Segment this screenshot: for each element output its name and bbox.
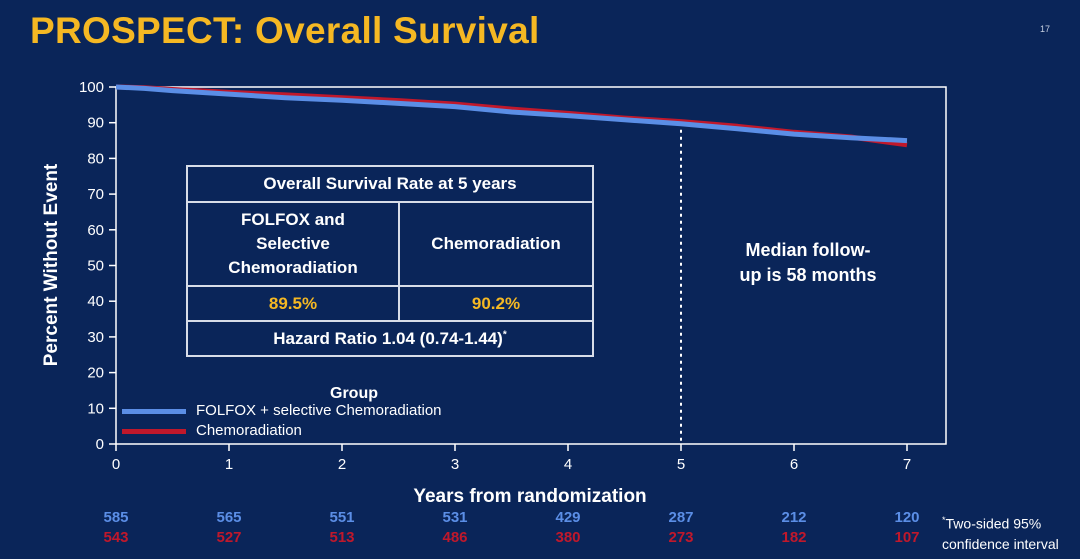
survival-rate-table: Overall Survival Rate at 5 years FOLFOX … bbox=[186, 165, 594, 357]
footnote: *Two-sided 95% confidence interval bbox=[942, 510, 1059, 554]
legend-swatch-chemoradiation bbox=[122, 428, 186, 434]
at-risk-count: 287 bbox=[668, 509, 694, 526]
y-tick-label: 20 bbox=[87, 365, 104, 382]
y-tick-label: 60 bbox=[87, 222, 104, 239]
median-followup-line: up is 58 months bbox=[739, 265, 877, 285]
slide-title: PROSPECT: Overall Survival bbox=[30, 10, 540, 51]
x-tick-label: 2 bbox=[338, 456, 346, 473]
x-tick-label: 4 bbox=[564, 456, 572, 473]
y-tick-label: 90 bbox=[87, 115, 104, 132]
at-risk-count: 120 bbox=[894, 509, 920, 526]
arm2-label: Chemoradiation bbox=[398, 201, 594, 287]
y-tick-label: 30 bbox=[87, 329, 104, 346]
arm2-rate: 90.2% bbox=[398, 285, 594, 322]
series-line-folfox bbox=[115, 84, 908, 144]
arm1-label-line: FOLFOX and bbox=[241, 210, 345, 229]
at-risk-count: 380 bbox=[555, 529, 581, 546]
slide-number: 17 bbox=[1040, 24, 1051, 34]
at-risk-count: 565 bbox=[216, 509, 242, 526]
y-tick-label: 100 bbox=[79, 79, 104, 96]
x-tick-label: 6 bbox=[790, 456, 798, 473]
at-risk-count: 212 bbox=[781, 509, 807, 526]
y-tick-label: 50 bbox=[87, 258, 104, 275]
at-risk-count: 182 bbox=[781, 529, 807, 546]
legend-label-chemoradiation: Chemoradiation bbox=[196, 422, 302, 439]
legend-swatch-folfox bbox=[122, 408, 186, 414]
y-tick-label: 0 bbox=[96, 436, 104, 453]
median-followup-note: Median follow- up is 58 months bbox=[708, 238, 908, 288]
at-risk-count: 585 bbox=[103, 509, 129, 526]
y-axis-label: Percent Without Event bbox=[41, 163, 62, 367]
hazard-ratio: Hazard Ratio 1.04 (0.74-1.44) bbox=[273, 328, 503, 348]
y-tick-label: 40 bbox=[87, 293, 104, 310]
x-tick-label: 0 bbox=[112, 456, 120, 473]
at-risk-row-chemoradiation: 543 527 513 486 380 273 182 107 bbox=[0, 529, 1080, 547]
at-risk-count: 531 bbox=[442, 509, 468, 526]
footnote-line: *Two-sided 95% bbox=[942, 510, 1059, 534]
x-axis-label: Years from randomization bbox=[413, 486, 647, 507]
legend-label-folfox: FOLFOX + selective Chemoradiation bbox=[196, 402, 442, 419]
median-followup-line: Median follow- bbox=[745, 240, 871, 260]
at-risk-count: 273 bbox=[668, 529, 694, 546]
x-tick-label: 3 bbox=[451, 456, 459, 473]
hazard-ratio-cell: Hazard Ratio 1.04 (0.74-1.44)* bbox=[186, 320, 594, 357]
arm1-label-line: Chemoradiation bbox=[228, 258, 358, 277]
at-risk-count: 429 bbox=[555, 509, 581, 526]
y-tick-label: 80 bbox=[87, 150, 104, 167]
arm1-rate: 89.5% bbox=[186, 285, 400, 322]
at-risk-count: 513 bbox=[329, 529, 355, 546]
table-header: Overall Survival Rate at 5 years bbox=[186, 165, 594, 203]
footnote-mark: * bbox=[942, 515, 946, 525]
legend-item-chemoradiation: Chemoradiation bbox=[122, 422, 302, 439]
x-tick-label: 5 bbox=[677, 456, 685, 473]
y-tick-label: 70 bbox=[87, 186, 104, 203]
hazard-ratio-mark: * bbox=[502, 328, 507, 340]
x-tick-label: 1 bbox=[225, 456, 233, 473]
legend-item-folfox: FOLFOX + selective Chemoradiation bbox=[122, 402, 442, 419]
at-risk-count: 543 bbox=[103, 529, 129, 546]
footnote-line: confidence interval bbox=[942, 535, 1059, 552]
x-tick-label: 7 bbox=[903, 456, 911, 473]
at-risk-count: 486 bbox=[442, 529, 468, 546]
at-risk-row-folfox: 585 565 551 531 429 287 212 120 bbox=[0, 509, 1080, 527]
at-risk-count: 107 bbox=[894, 529, 920, 546]
at-risk-count: 527 bbox=[216, 529, 242, 546]
arm1-label-line: Selective bbox=[256, 234, 330, 253]
at-risk-count: 551 bbox=[329, 509, 355, 526]
arm1-label: FOLFOX and Selective Chemoradiation bbox=[186, 201, 400, 287]
y-tick-label: 10 bbox=[87, 400, 104, 417]
footnote-text: Two-sided 95% bbox=[945, 515, 1042, 532]
legend-title: Group bbox=[330, 385, 378, 402]
